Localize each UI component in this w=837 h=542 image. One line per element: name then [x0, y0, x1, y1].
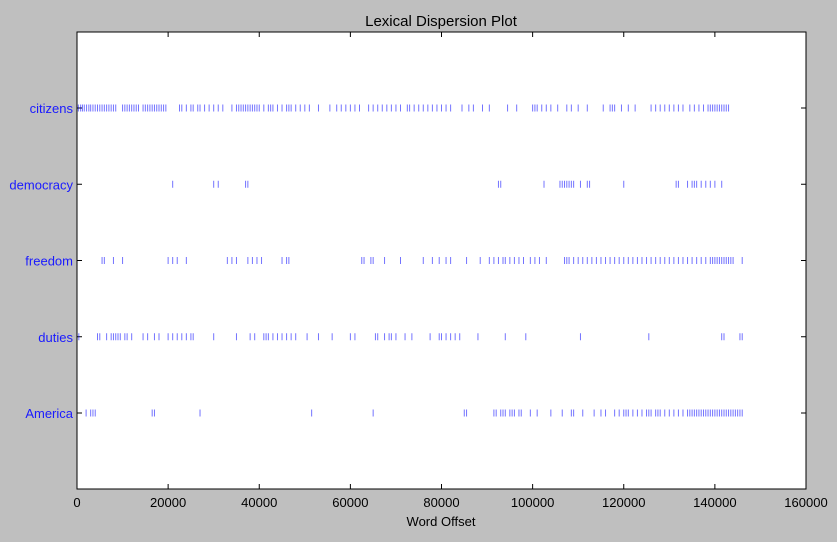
x-tick-label: 160000 [784, 495, 827, 510]
x-tick-label: 100000 [511, 495, 554, 510]
series-america [85, 409, 743, 417]
x-tick-label: 40000 [241, 495, 277, 510]
y-tick-label-america: America [25, 406, 73, 421]
y-axis-ticks: citizens democracy freedom duties America [9, 101, 806, 421]
x-tick-label: 140000 [693, 495, 736, 510]
x-tick-label: 0 [73, 495, 80, 510]
x-tick-label: 120000 [602, 495, 645, 510]
series-democracy [172, 180, 723, 188]
series-freedom [101, 257, 743, 264]
series-duties [78, 333, 743, 341]
x-tick-label: 20000 [150, 495, 186, 510]
y-tick-label-democracy: democracy [9, 177, 73, 192]
x-axis-label: Word Offset [407, 514, 476, 529]
y-tick-label-citizens: citizens [30, 101, 74, 116]
y-tick-label-freedom: freedom [25, 254, 73, 269]
chart-title: Lexical Dispersion Plot [365, 13, 518, 30]
dispersion-marks [77, 104, 743, 417]
y-tick-label-duties: duties [38, 330, 73, 345]
x-tick-label: 60000 [332, 495, 368, 510]
series-citizens [77, 104, 730, 112]
x-axis-ticks: 0 20000 40000 60000 80000 100000 120000 140000 1… [73, 32, 828, 510]
x-tick-label: 80000 [423, 495, 459, 510]
